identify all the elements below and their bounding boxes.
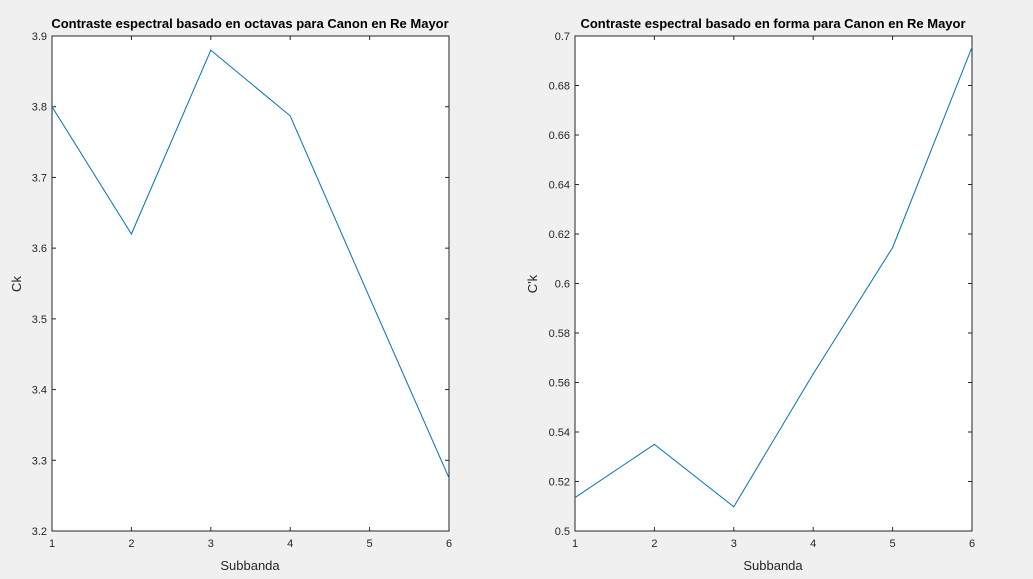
right-series-line <box>574 46 973 508</box>
right-series <box>574 46 973 508</box>
left-data-point <box>369 297 371 299</box>
left-data-point <box>289 115 291 117</box>
left-x-tick-labels: 1 2 3 4 5 6 <box>49 538 452 550</box>
right-y-tick-label: 0.62 <box>549 229 570 241</box>
left-ticks <box>51 35 450 532</box>
right-chart: Contraste espectral basado en forma para… <box>525 16 975 573</box>
left-y-tick-label: 3.6 <box>32 243 47 255</box>
left-x-axis-label: Subbanda <box>220 558 280 573</box>
left-data-point <box>51 106 53 108</box>
right-y-tick-label: 0.56 <box>549 378 570 390</box>
right-y-tick-labels: 0.5 0.52 0.54 0.56 0.58 0.6 0.62 0.64 0.66 0.68 0.… <box>549 31 570 538</box>
left-plot-area <box>51 35 450 532</box>
right-x-tick-label: 5 <box>890 538 896 550</box>
left-chart: Contraste espectral basado en octavas pa… <box>9 16 452 573</box>
left-x-tick-label: 2 <box>128 538 134 550</box>
right-y-tick-label: 0.54 <box>549 427 570 439</box>
right-plot-area <box>574 35 973 532</box>
right-y-tick-label: 0.58 <box>549 328 570 340</box>
right-data-point <box>812 373 814 375</box>
right-y-tick-label: 0.52 <box>549 477 570 489</box>
right-x-tick-label: 1 <box>572 538 578 550</box>
left-x-tick-label: 1 <box>49 538 55 550</box>
left-x-tick-label: 6 <box>446 538 452 550</box>
right-y-tick-label: 0.7 <box>555 31 570 43</box>
left-data-point <box>130 233 132 235</box>
right-data-point <box>971 46 973 48</box>
left-data-point <box>210 49 212 51</box>
right-y-tick-label: 0.66 <box>549 130 570 142</box>
right-x-tick-label: 2 <box>651 538 657 550</box>
left-y-tick-labels: 3.2 3.3 3.4 3.5 3.6 3.7 3.8 3.9 <box>32 31 47 538</box>
right-data-point <box>653 443 655 445</box>
left-chart-title: Contraste espectral basado en octavas pa… <box>51 16 448 31</box>
right-x-axis-label: Subbanda <box>743 558 803 573</box>
left-y-tick-label: 3.8 <box>32 102 47 114</box>
left-y-tick-label: 3.4 <box>32 385 47 397</box>
right-x-tick-label: 6 <box>969 538 975 550</box>
right-y-tick-label: 0.64 <box>549 180 570 192</box>
left-y-tick-label: 3.3 <box>32 455 47 467</box>
right-y-tick-label: 0.6 <box>555 279 570 291</box>
right-x-tick-label: 4 <box>810 538 816 550</box>
left-x-tick-label: 3 <box>208 538 214 550</box>
right-y-tick-label: 0.5 <box>555 526 570 538</box>
left-x-tick-label: 4 <box>287 538 293 550</box>
left-series-line <box>51 49 450 479</box>
right-chart-title: Contraste espectral basado en forma para… <box>580 16 965 31</box>
left-y-tick-label: 3.2 <box>32 526 47 538</box>
right-data-point <box>892 247 894 249</box>
right-y-axis-label: C'k <box>525 274 540 293</box>
left-y-axis-label: Ck <box>9 276 24 292</box>
right-y-tick-label: 0.68 <box>549 81 570 93</box>
left-data-point <box>448 477 450 479</box>
left-x-tick-label: 5 <box>367 538 373 550</box>
left-y-tick-label: 3.7 <box>32 172 47 184</box>
right-data-point <box>733 506 735 508</box>
right-x-tick-label: 3 <box>731 538 737 550</box>
right-ticks <box>574 35 973 532</box>
left-series <box>51 49 450 479</box>
right-data-point <box>574 497 576 499</box>
left-y-tick-label: 3.9 <box>32 31 47 43</box>
right-x-tick-labels: 1 2 3 4 5 6 <box>572 538 975 550</box>
left-y-tick-label: 3.5 <box>32 314 47 326</box>
